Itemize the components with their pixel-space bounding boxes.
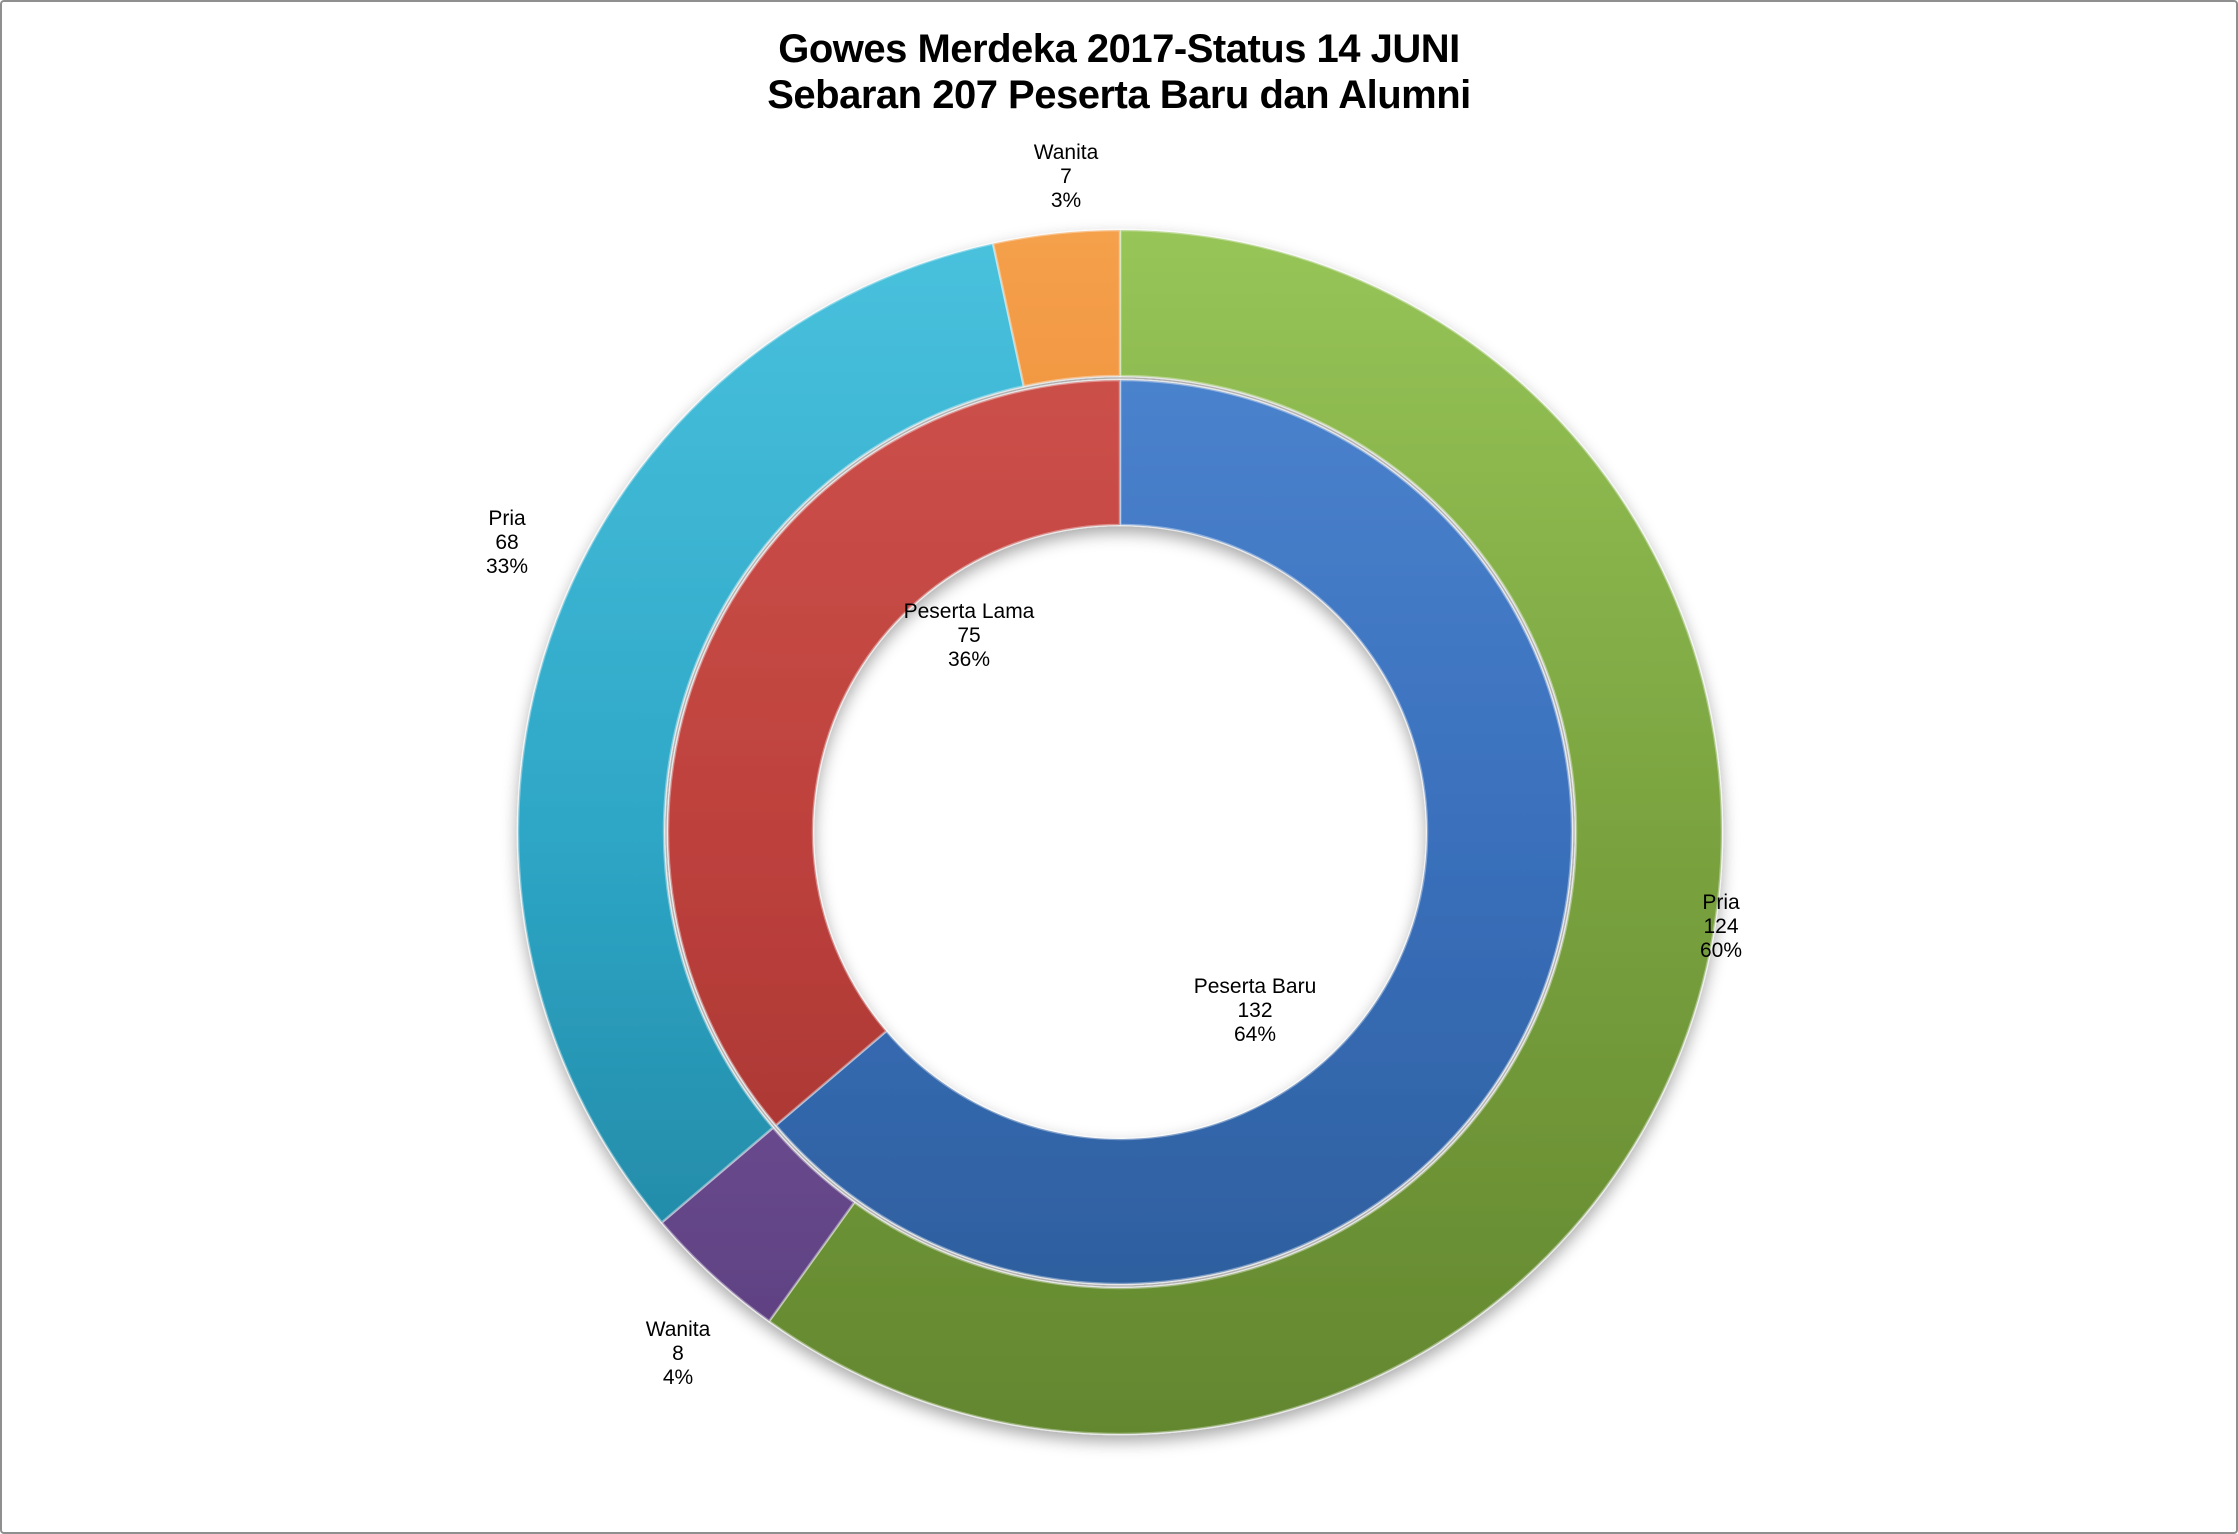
slice-label-value: 132 [1237, 999, 1273, 1022]
slice-label-name: Pria [1702, 891, 1740, 914]
label-inner-peserta-baru: Peserta Baru 132 64% [1194, 975, 1317, 1047]
slice-outer-wanita-7 [991, 228, 1122, 388]
slice-label-pct: 4% [662, 1366, 694, 1389]
slice-label-name: Peserta Baru [1193, 975, 1317, 998]
slice-label-name: Pria [488, 507, 526, 530]
label-outer-pria-right: Pria 124 60% [1700, 891, 1742, 963]
chart-title-line1: Gowes Merdeka 2017-Status 14 JUNI [778, 27, 1460, 71]
slice-label-name: Wanita [1033, 141, 1099, 164]
slice-label-value: 8 [672, 1342, 684, 1365]
label-outer-pria-left: Pria 68 33% [486, 507, 528, 579]
slice-inner-peserta-baru-132 [774, 378, 1574, 1286]
label-outer-wanita-top: Wanita 7 3% [1034, 141, 1099, 213]
slice-outer-pria-68 [516, 242, 1026, 1224]
slice-label-pct: 64% [1233, 1023, 1277, 1046]
slice-inner-peserta-lama-75 [666, 378, 1122, 1127]
slice-label-value: 68 [495, 531, 519, 554]
slice-label-name: Peserta Lama [903, 600, 1035, 623]
chart-title: Gowes Merdeka 2017-Status 14 JUNI Sebara… [2, 26, 2236, 118]
slice-label-value: 124 [1703, 915, 1739, 938]
label-inner-peserta-lama: Peserta Lama 75 36% [904, 600, 1035, 672]
slice-outer-pria-124 [767, 228, 1724, 1436]
slice-label-value: 75 [957, 624, 981, 647]
slice-label-pct: 33% [485, 555, 529, 578]
slice-label-pct: 36% [947, 648, 991, 671]
chart-title-line2: Sebaran 207 Peserta Baru dan Alumni [767, 73, 1471, 117]
slice-label-value: 7 [1060, 165, 1072, 188]
slice-label-pct: 3% [1050, 189, 1082, 212]
slice-label-pct: 60% [1699, 939, 1743, 962]
slice-label-name: Wanita [645, 1318, 711, 1341]
label-outer-wanita-bottom: Wanita 8 4% [646, 1318, 711, 1390]
